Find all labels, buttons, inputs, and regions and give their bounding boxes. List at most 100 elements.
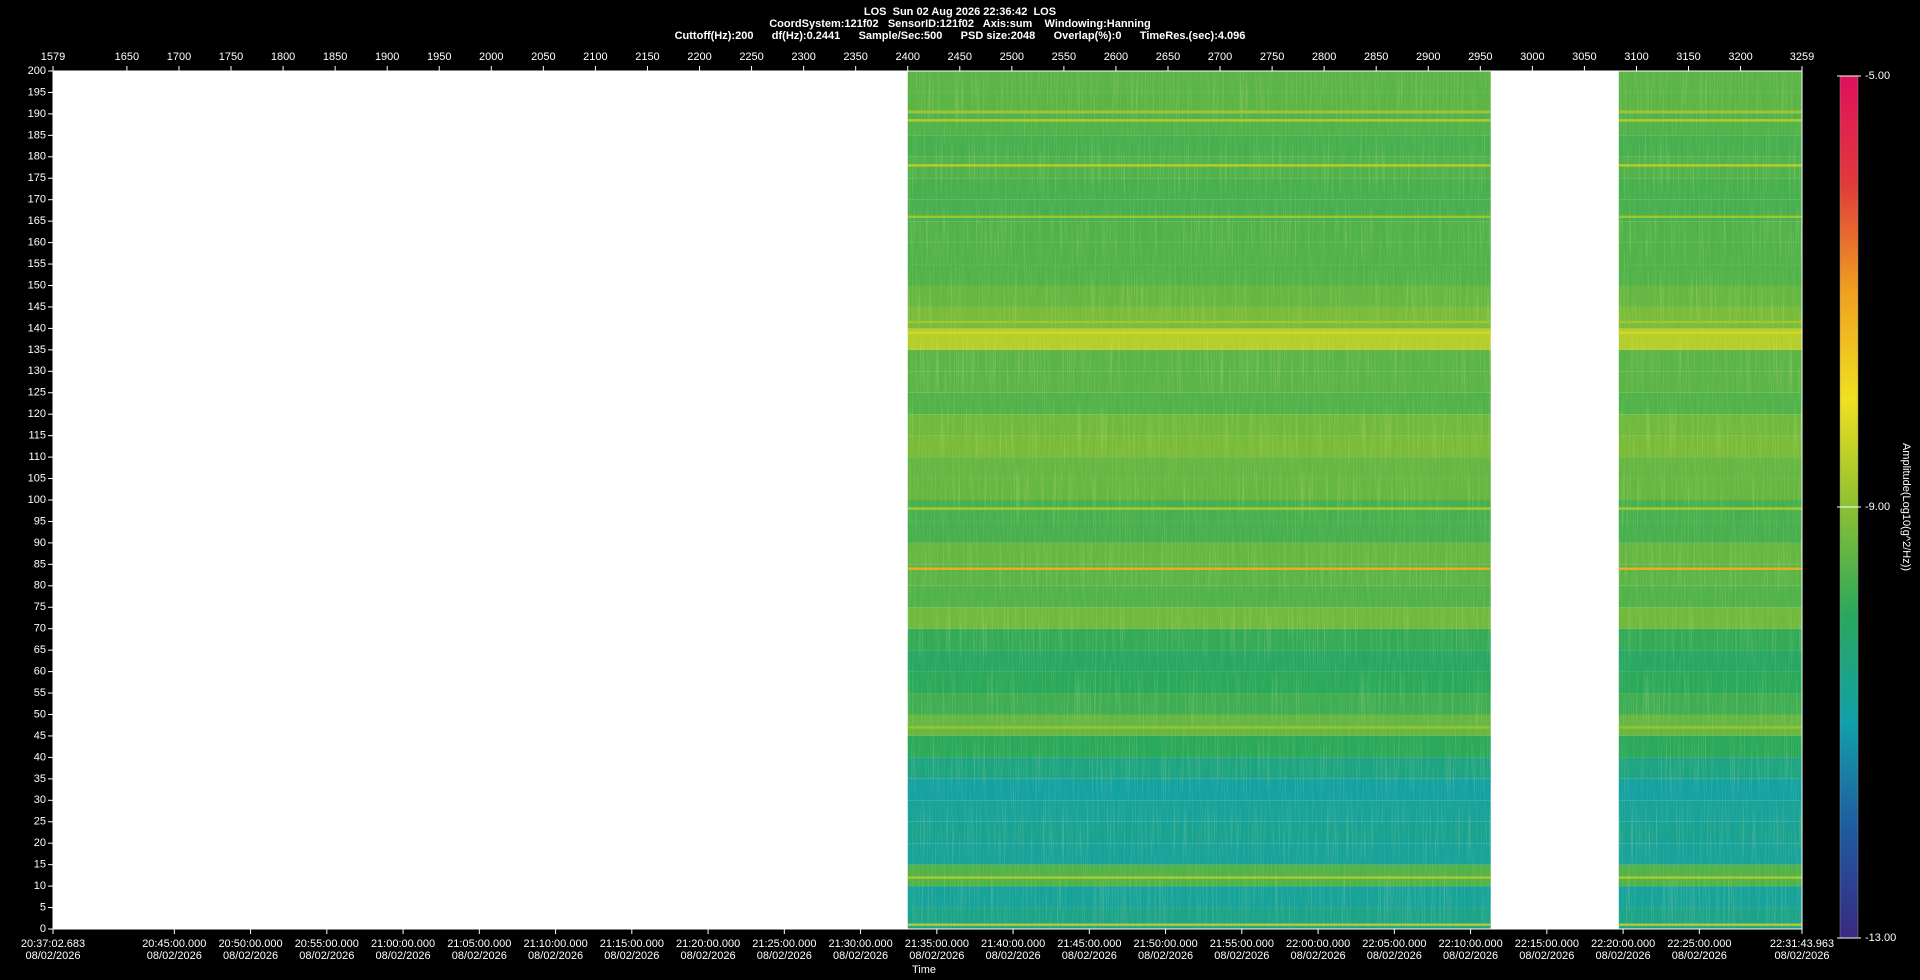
y-tick-label: 175 xyxy=(28,172,46,184)
y-tick-label: 10 xyxy=(34,880,46,892)
x-tick-label: 3000 xyxy=(1520,51,1544,63)
x-tick-label: 1700 xyxy=(167,51,191,63)
x-tick-label: 2800 xyxy=(1312,51,1336,63)
x-tick-label: 3259 xyxy=(1790,51,1814,63)
y-tick-label: 30 xyxy=(34,794,46,806)
y-tick-label: 95 xyxy=(34,515,46,527)
x-tick-label: 2400 xyxy=(895,51,919,63)
x2-tick-date: 08/02/2026 xyxy=(1672,950,1727,962)
y-tick-label: 160 xyxy=(28,237,46,249)
y-tick-label: 80 xyxy=(34,580,46,592)
y-tick-label: 110 xyxy=(28,451,46,463)
x2-tick-date: 08/02/2026 xyxy=(1519,950,1574,962)
colorbar-tick-label: -13.00 xyxy=(1865,932,1896,944)
x2-tick-date: 08/02/2026 xyxy=(1596,950,1651,962)
y-tick-label: 190 xyxy=(28,108,46,120)
x-tick-label: 3200 xyxy=(1728,51,1752,63)
x-tick-label: 1750 xyxy=(219,51,243,63)
x2-tick-date: 08/02/2026 xyxy=(299,950,354,962)
y-tick-label: 135 xyxy=(28,344,46,356)
x2-tick-date: 08/02/2026 xyxy=(1443,950,1498,962)
y-tick-label: 50 xyxy=(34,708,46,720)
x-tick-label: 2500 xyxy=(1000,51,1024,63)
y-tick-label: 185 xyxy=(28,129,46,141)
x2-tick-date: 08/02/2026 xyxy=(604,950,659,962)
y-tick-label: 200 xyxy=(28,65,46,77)
x2-tick-label: 22:05:00.000 xyxy=(1362,938,1426,950)
y-tick-label: 40 xyxy=(34,751,46,763)
y-tick-label: 25 xyxy=(34,816,46,828)
y-tick-label: 100 xyxy=(28,494,46,506)
x2-tick-date: 08/02/2026 xyxy=(223,950,278,962)
y-tick-label: 105 xyxy=(28,472,46,484)
noise-texture xyxy=(1618,71,1802,929)
x2-tick-date: 08/02/2026 xyxy=(452,950,507,962)
x-tick-label: 2900 xyxy=(1416,51,1440,63)
x-tick-label: 2750 xyxy=(1260,51,1284,63)
x2-tick-date: 08/02/2026 xyxy=(25,950,80,962)
y-tick-label: 130 xyxy=(28,365,46,377)
y-tick-label: 55 xyxy=(34,687,46,699)
y-tick-label: 145 xyxy=(28,301,46,313)
x-tick-label: 1650 xyxy=(115,51,139,63)
x2-tick-label: 20:45:00.000 xyxy=(142,938,206,950)
y-tick-label: 180 xyxy=(28,151,46,163)
x2-tick-label: 21:20:00.000 xyxy=(676,938,740,950)
x-tick-label: 2650 xyxy=(1156,51,1180,63)
x-tick-label: 2350 xyxy=(843,51,867,63)
x2-tick-label: 22:25:00.000 xyxy=(1667,938,1731,950)
x2-tick-date: 08/02/2026 xyxy=(757,950,812,962)
y-tick-label: 90 xyxy=(34,537,46,549)
x2-tick-date: 08/02/2026 xyxy=(376,950,431,962)
noise-texture xyxy=(907,71,1491,929)
x2-tick-label: 21:40:00.000 xyxy=(981,938,1045,950)
colorbar-tick-label: -5.00 xyxy=(1865,70,1890,82)
x2-tick-date: 08/02/2026 xyxy=(1291,950,1346,962)
y-tick-label: 120 xyxy=(28,408,46,420)
y-tick-label: 35 xyxy=(34,773,46,785)
y-tick-label: 195 xyxy=(28,86,46,98)
x-tick-label: 1950 xyxy=(427,51,451,63)
x2-tick-date: 08/02/2026 xyxy=(1138,950,1193,962)
y-tick-label: 5 xyxy=(40,901,46,913)
x2-tick-label: 20:55:00.000 xyxy=(295,938,359,950)
x2-tick-label: 21:45:00.000 xyxy=(1057,938,1121,950)
x2-tick-label: 21:05:00.000 xyxy=(447,938,511,950)
x2-tick-label: 20:50:00.000 xyxy=(218,938,282,950)
header-line: Cuttoff(Hz):200 df(Hz):0.2441 Sample/Sec… xyxy=(675,30,1246,42)
y-tick-label: 20 xyxy=(34,837,46,849)
x2-tick-date: 08/02/2026 xyxy=(681,950,736,962)
x-tick-label: 3100 xyxy=(1624,51,1648,63)
x2-tick-label: 22:00:00.000 xyxy=(1286,938,1350,950)
y-tick-label: 125 xyxy=(28,387,46,399)
y-tick-label: 15 xyxy=(34,859,46,871)
header-line: LOS Sun 02 Aug 2026 22:36:42 LOS xyxy=(864,6,1056,18)
y-tick-label: 140 xyxy=(28,322,46,334)
x-tick-label: 3050 xyxy=(1572,51,1596,63)
x-tick-label: 2100 xyxy=(583,51,607,63)
x-tick-label: 2700 xyxy=(1208,51,1232,63)
x2-tick-label: 22:31:43.963 xyxy=(1770,938,1834,950)
x-tick-label: 2200 xyxy=(687,51,711,63)
x-tick-label: 2550 xyxy=(1052,51,1076,63)
x-tick-label: 2600 xyxy=(1104,51,1128,63)
x-tick-label: 2450 xyxy=(948,51,972,63)
data-segment xyxy=(1618,71,1802,929)
x-tick-label: 1850 xyxy=(323,51,347,63)
x2-tick-date: 08/02/2026 xyxy=(1062,950,1117,962)
x-tick-label: 2000 xyxy=(479,51,503,63)
x-tick-label: 2050 xyxy=(531,51,555,63)
x2-tick-date: 08/02/2026 xyxy=(147,950,202,962)
x2-tick-label: 21:25:00.000 xyxy=(752,938,816,950)
x-tick-label: 2250 xyxy=(739,51,763,63)
x-tick-label: 2150 xyxy=(635,51,659,63)
x2-tick-label: 21:50:00.000 xyxy=(1133,938,1197,950)
y-tick-label: 170 xyxy=(28,194,46,206)
x2-tick-date: 08/02/2026 xyxy=(909,950,964,962)
x-axis-label: Time xyxy=(912,964,936,976)
x2-tick-label: 22:10:00.000 xyxy=(1438,938,1502,950)
x2-tick-label: 21:35:00.000 xyxy=(905,938,969,950)
y-tick-label: 60 xyxy=(34,666,46,678)
x2-tick-label: 20:37:02.683 xyxy=(21,938,85,950)
